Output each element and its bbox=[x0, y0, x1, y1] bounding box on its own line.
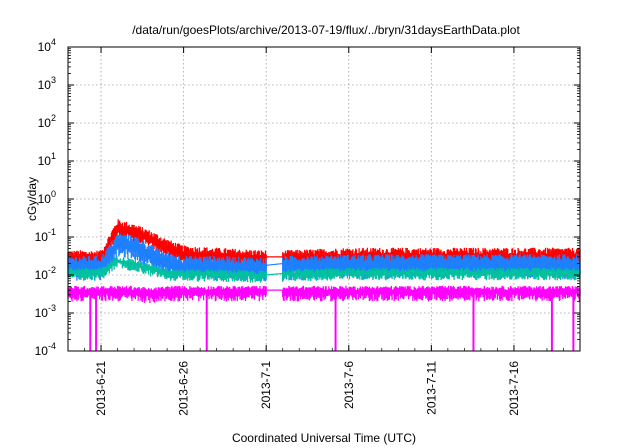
y-tick-label: 10-2 bbox=[35, 265, 56, 282]
series-2 bbox=[67, 234, 581, 282]
y-tick-label: 102 bbox=[38, 113, 56, 130]
y-axis-label: cGy/day bbox=[25, 177, 39, 221]
series-layer bbox=[67, 219, 581, 351]
y-tick-label: 104 bbox=[38, 37, 56, 54]
x-tick-label: 2013-6-21 bbox=[94, 361, 108, 416]
x-axis-label: Coordinated Universal Time (UTC) bbox=[232, 431, 416, 445]
x-tick-label: 2013-7-16 bbox=[507, 361, 521, 416]
x-tick-label: 2013-6-26 bbox=[177, 361, 191, 416]
x-axis: 2013-6-21 2013-6-26 2013-7-1 2013-7-6 2013-7… bbox=[67, 47, 581, 416]
series-2-gap-line bbox=[266, 262, 283, 266]
series-3-gap-line bbox=[266, 272, 283, 276]
x-tick-label: 2013-7-11 bbox=[424, 361, 438, 415]
y-axis: 10-4 10-3 10-2 10-1 100 101 102 103 104 bbox=[35, 37, 580, 358]
y-tick-label: 103 bbox=[38, 75, 56, 92]
y-tick-label: 10-3 bbox=[35, 303, 56, 320]
x-tick-label: 2013-7-6 bbox=[342, 361, 356, 409]
y-tick-label: 10-1 bbox=[35, 227, 56, 244]
x-tick-label: 2013-7-1 bbox=[259, 361, 273, 409]
y-tick-label: 100 bbox=[38, 189, 56, 206]
chart-title: /data/run/goesPlots/archive/2013-07-19/f… bbox=[132, 23, 520, 37]
y-tick-label: 101 bbox=[38, 151, 56, 168]
y-tick-label: 10-4 bbox=[35, 341, 56, 358]
floor-drops bbox=[89, 294, 575, 351]
